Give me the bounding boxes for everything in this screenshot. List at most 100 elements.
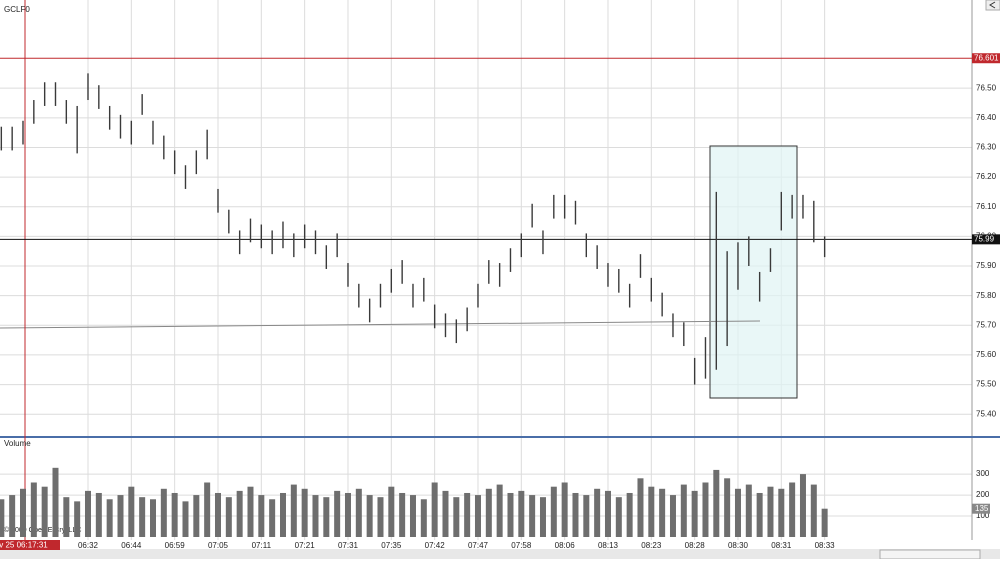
alert-price-box <box>972 53 1000 64</box>
y-tick-label: 76.30 <box>976 143 997 152</box>
volume-bar <box>30 482 37 537</box>
volume-bar <box>485 488 492 537</box>
trend-line <box>0 320 761 329</box>
volume-bar <box>63 497 70 537</box>
volume-bar <box>9 495 16 537</box>
volume-bar <box>193 495 200 537</box>
x-tick-label: 07:58 <box>511 541 532 550</box>
alert-price-label: 76.601 <box>974 53 999 62</box>
x-tick-label: 07:31 <box>338 541 359 550</box>
volume-bar <box>74 501 81 537</box>
volume-bar <box>19 488 26 537</box>
volume-bar <box>659 488 666 537</box>
x-tick-label: 06:59 <box>165 541 186 550</box>
y-tick-label: 76.50 <box>976 83 997 92</box>
volume-bar <box>355 488 362 537</box>
x-tick-label: 08:23 <box>641 541 662 550</box>
scrollbar[interactable] <box>0 549 1000 559</box>
volume-bar <box>117 495 124 537</box>
volume-bar <box>388 486 395 537</box>
volume-bar <box>236 490 243 537</box>
x-tick-label: 06:32 <box>78 541 99 550</box>
volume-bar <box>128 486 135 537</box>
volume-bar <box>95 492 102 537</box>
volume-bar <box>453 497 460 537</box>
x-tick-label: 08:30 <box>728 541 749 550</box>
scroll-thumb[interactable] <box>879 549 981 560</box>
volume-bar <box>572 492 579 537</box>
volume-bar <box>182 501 189 537</box>
cursor-time: Nov 25 06:17:31 <box>0 541 48 550</box>
volume-bar <box>821 508 828 537</box>
y-tick-label: 76.40 <box>976 113 997 122</box>
volume-bar <box>464 492 471 537</box>
volume-bar <box>637 478 644 537</box>
x-tick-label: 08:06 <box>555 541 576 550</box>
volume-bar <box>626 492 633 537</box>
volume-bar <box>301 488 308 537</box>
volume-bar <box>84 490 91 537</box>
volume-bar <box>171 492 178 537</box>
volume-bar <box>334 490 341 537</box>
volume-bar <box>247 486 254 537</box>
volume-bar <box>604 490 611 537</box>
volume-bar <box>778 488 785 537</box>
volume-bar <box>420 499 427 537</box>
volume-bar <box>409 495 416 537</box>
volume-bar <box>756 492 763 537</box>
volume-bar <box>52 467 59 537</box>
volume-bar <box>529 495 536 537</box>
y2-tick-label: 200 <box>976 490 990 499</box>
y-tick-label: 75.70 <box>976 320 997 329</box>
y-tick-label: 75.50 <box>976 380 997 389</box>
volume-bar <box>160 488 167 537</box>
last-price-label: 75.99 <box>974 234 995 243</box>
volume-bar <box>550 486 557 537</box>
volume-bar <box>648 486 655 537</box>
volume-bar <box>41 486 48 537</box>
volume-title: Volume <box>4 439 31 448</box>
volume-bar <box>702 482 709 537</box>
volume-bar <box>810 484 817 537</box>
x-tick-label: 07:21 <box>295 541 316 550</box>
corner-button[interactable] <box>985 0 1000 11</box>
symbol: GCLF0 <box>4 5 30 14</box>
y-tick-label: 75.60 <box>976 350 997 359</box>
volume-bar <box>615 497 622 537</box>
volume-bar <box>258 495 265 537</box>
last-volume-box <box>972 503 990 514</box>
volume-bar <box>669 495 676 537</box>
y2-tick-label: 300 <box>976 469 990 478</box>
last-price-box <box>972 234 1000 245</box>
volume-bar <box>474 495 481 537</box>
y-tick-label: 75.80 <box>976 291 997 300</box>
volume-bar <box>507 492 514 537</box>
volume-bar <box>745 484 752 537</box>
volume-bar <box>312 495 319 537</box>
volume-bar <box>583 495 590 537</box>
volume-bar <box>0 499 5 537</box>
volume-bar <box>789 482 796 537</box>
volume-bar <box>269 499 276 537</box>
volume-bar <box>106 499 113 537</box>
volume-bar <box>442 490 449 537</box>
x-tick-label: 07:11 <box>252 541 272 550</box>
y-tick-label: 75.40 <box>976 409 997 418</box>
cursor-time-box <box>0 540 60 550</box>
volume-bar <box>734 488 741 537</box>
volume-bar <box>561 482 568 537</box>
volume-bar <box>594 488 601 537</box>
volume-bar <box>366 495 373 537</box>
volume-bar <box>496 484 503 537</box>
volume-bar <box>279 492 286 537</box>
y-tick-label: 75.90 <box>976 261 997 270</box>
volume-bar <box>691 490 698 537</box>
x-tick-label: 07:05 <box>208 541 229 550</box>
highlight-box <box>709 145 798 399</box>
volume-bar <box>799 474 806 537</box>
x-tick-label: 07:35 <box>381 541 402 550</box>
volume-bar <box>149 499 156 537</box>
x-tick-label: 07:42 <box>425 541 446 550</box>
volume-bar <box>139 497 146 537</box>
volume-bar <box>377 497 384 537</box>
